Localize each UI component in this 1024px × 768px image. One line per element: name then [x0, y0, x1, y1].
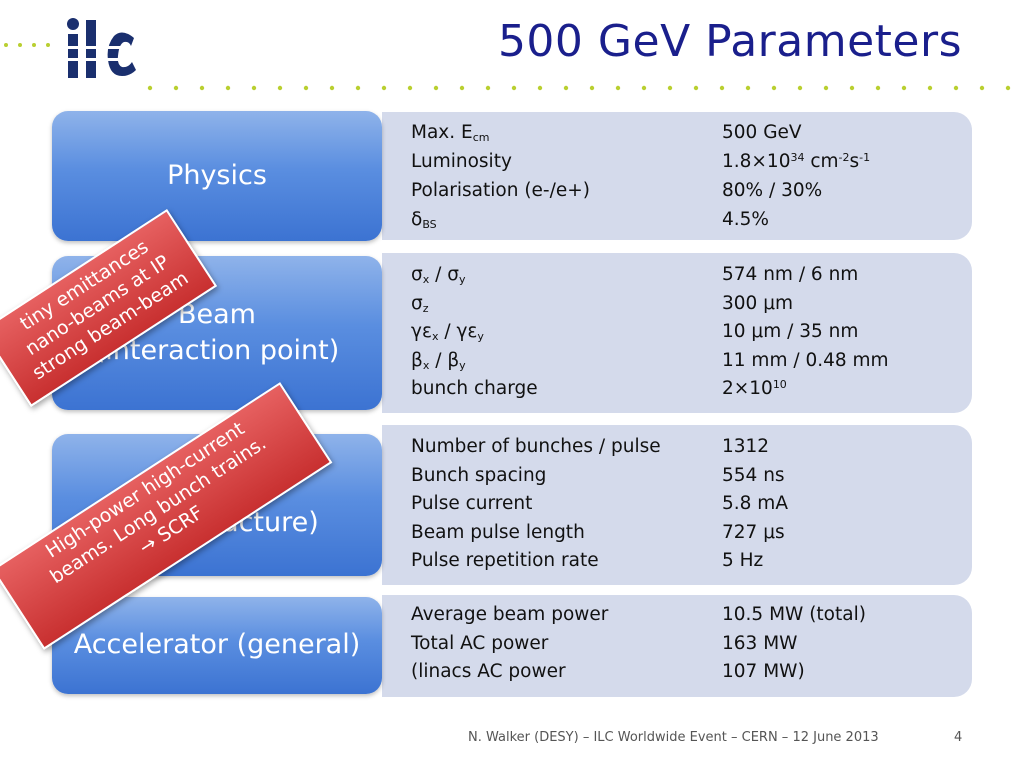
param-row: bunch charge 2×1010 — [411, 378, 787, 399]
param-row: δBS 4.5% — [411, 209, 769, 231]
divider-dot — [901, 85, 907, 91]
param-row: (linacs AC power 107 MW) — [411, 661, 805, 682]
divider-dot — [277, 85, 283, 91]
divider-dot — [511, 85, 517, 91]
divider-dot — [173, 85, 179, 91]
param-row: Total AC power 163 MW — [411, 633, 798, 654]
structure-panel: Number of bunches / pulse 1312 Bunch spac… — [382, 425, 972, 585]
divider-dot — [303, 85, 309, 91]
slide-title: 500 GeV Parameters — [497, 16, 962, 67]
param-row: Beam pulse length 727 μs — [411, 522, 785, 543]
divider-dot — [667, 85, 673, 91]
divider-dot — [485, 85, 491, 91]
divider-dot — [147, 85, 153, 91]
divider-dot — [381, 85, 387, 91]
divider-dot — [849, 85, 855, 91]
divider-dot — [771, 85, 777, 91]
param-row: Pulse repetition rate 5 Hz — [411, 550, 764, 571]
param-row: Average beam power 10.5 MW (total) — [411, 604, 866, 625]
param-row: Bunch spacing 554 ns — [411, 465, 785, 486]
divider-dot — [1005, 85, 1011, 91]
divider-dot — [823, 85, 829, 91]
page-number: 4 — [954, 730, 963, 745]
divider-dot — [407, 85, 413, 91]
divider-dot — [797, 85, 803, 91]
dotted-accent — [4, 43, 50, 47]
divider-dot — [225, 85, 231, 91]
divider-dot — [615, 85, 621, 91]
param-row: Luminosity 1.8×1034 cm-2s-1 — [411, 151, 871, 172]
category-general: Accelerator (general) — [52, 597, 382, 694]
divider-dot — [875, 85, 881, 91]
category-physics: Physics — [52, 111, 382, 241]
footer-text: N. Walker (DESY) – ILC Worldwide Event –… — [468, 730, 879, 745]
divider-dot — [199, 85, 205, 91]
divider-dot — [927, 85, 933, 91]
divider-dot — [355, 85, 361, 91]
general-panel: Average beam power 10.5 MW (total) Total … — [382, 595, 972, 697]
logo-text: ilc — [64, 14, 66, 15]
divider-dot — [719, 85, 725, 91]
divider-dot — [329, 85, 335, 91]
param-row: Max. Ecm 500 GeV — [411, 122, 802, 144]
divider-dot — [251, 85, 257, 91]
divider-dot — [641, 85, 647, 91]
dotted-divider — [147, 85, 1011, 91]
beam-panel: σx / σy 574 nm / 6 nm σz 300 μm γεx / γε… — [382, 253, 972, 413]
param-row: Number of bunches / pulse 1312 — [411, 436, 770, 457]
divider-dot — [589, 85, 595, 91]
param-row: γεx / γεy 10 μm / 35 nm — [411, 321, 859, 343]
divider-dot — [745, 85, 751, 91]
divider-dot — [433, 85, 439, 91]
ilc-logo: ilc — [64, 14, 138, 78]
divider-dot — [953, 85, 959, 91]
param-row: σz 300 μm — [411, 293, 793, 315]
divider-dot — [979, 85, 985, 91]
param-row: σx / σy 574 nm / 6 nm — [411, 264, 859, 286]
divider-dot — [459, 85, 465, 91]
param-row: Pulse current 5.8 mA — [411, 493, 788, 514]
divider-dot — [693, 85, 699, 91]
physics-panel: Max. Ecm 500 GeV Luminosity 1.8×1034 cm-… — [382, 112, 972, 240]
divider-dot — [563, 85, 569, 91]
param-row: Polarisation (e-/e+) 80% / 30% — [411, 180, 823, 201]
param-row: βx / βy 11 mm / 0.48 mm — [411, 350, 889, 372]
divider-dot — [537, 85, 543, 91]
